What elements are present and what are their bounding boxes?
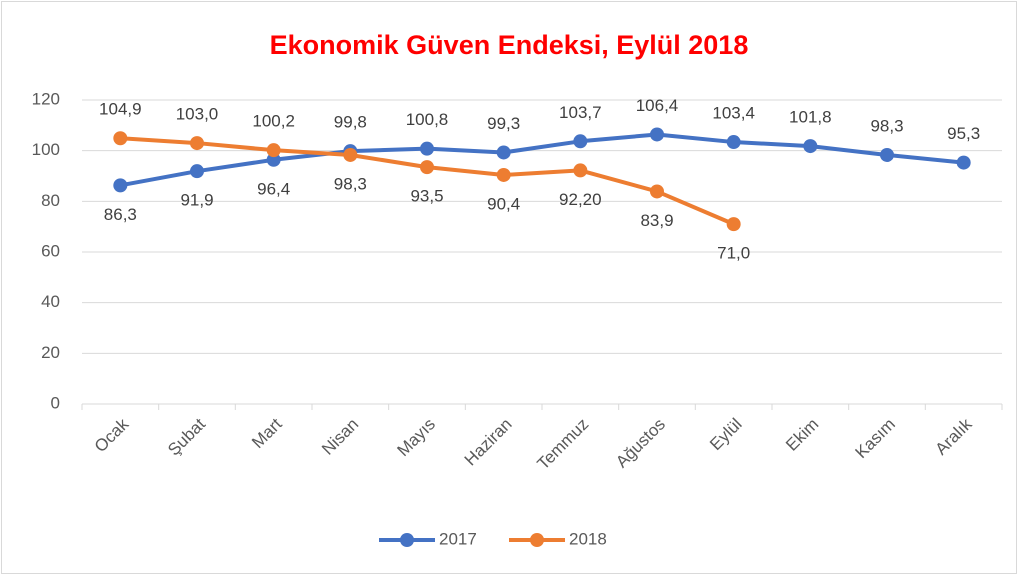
data-label: 106,4 (636, 96, 679, 115)
y-tick-label: 60 (41, 241, 60, 260)
data-label: 103,7 (559, 103, 602, 122)
legend-marker (530, 533, 544, 547)
data-label: 98,3 (870, 116, 903, 135)
series-marker (650, 127, 664, 142)
data-label: 86,3 (104, 205, 137, 224)
data-label: 101,8 (789, 108, 832, 127)
data-label: 95,3 (947, 124, 980, 143)
data-label: 90,4 (487, 194, 520, 213)
data-label: 103,4 (712, 104, 755, 123)
series-marker (113, 178, 128, 193)
series-marker (573, 134, 588, 149)
series-marker (190, 136, 204, 151)
series-marker (343, 147, 358, 162)
data-label: 98,3 (334, 174, 367, 193)
y-tick-label: 100 (32, 140, 60, 159)
y-tick-label: 40 (41, 292, 60, 311)
series-marker (113, 131, 128, 146)
data-label: 100,8 (406, 110, 449, 129)
series-marker (420, 160, 434, 175)
series-line (118, 132, 966, 188)
y-tick-label: 20 (41, 343, 60, 362)
data-label: 100,2 (252, 112, 295, 131)
data-label: 99,8 (334, 113, 367, 132)
series-marker (496, 145, 511, 160)
series-marker (803, 139, 818, 154)
series-marker (726, 217, 741, 232)
data-label: 92,20 (559, 190, 602, 209)
data-label: 91,9 (180, 191, 213, 210)
series-marker (420, 141, 434, 156)
legend-label: 2018 (569, 529, 607, 548)
series-marker (573, 163, 588, 178)
data-label: 103,0 (176, 105, 219, 124)
series-marker (190, 164, 204, 179)
series-marker (726, 135, 741, 150)
series-marker (650, 184, 664, 199)
series-marker (956, 155, 971, 170)
chart-title: Ekonomik Güven Endeksi, Eylül 2018 (270, 30, 749, 60)
series-marker (266, 152, 281, 167)
data-label: 71,0 (717, 244, 750, 263)
y-tick-label: 120 (32, 89, 60, 108)
data-label: 83,9 (640, 211, 673, 230)
data-label: 93,5 (410, 187, 443, 206)
legend-marker (400, 533, 414, 547)
y-tick-label: 80 (41, 191, 60, 210)
data-label: 96,4 (257, 179, 290, 198)
data-label: 104,9 (99, 100, 142, 119)
series-marker (880, 147, 894, 162)
data-label: 99,3 (487, 114, 520, 133)
series-marker (496, 167, 511, 182)
series-marker (266, 143, 281, 158)
legend-label: 2017 (439, 529, 477, 548)
y-tick-label: 0 (51, 393, 60, 412)
